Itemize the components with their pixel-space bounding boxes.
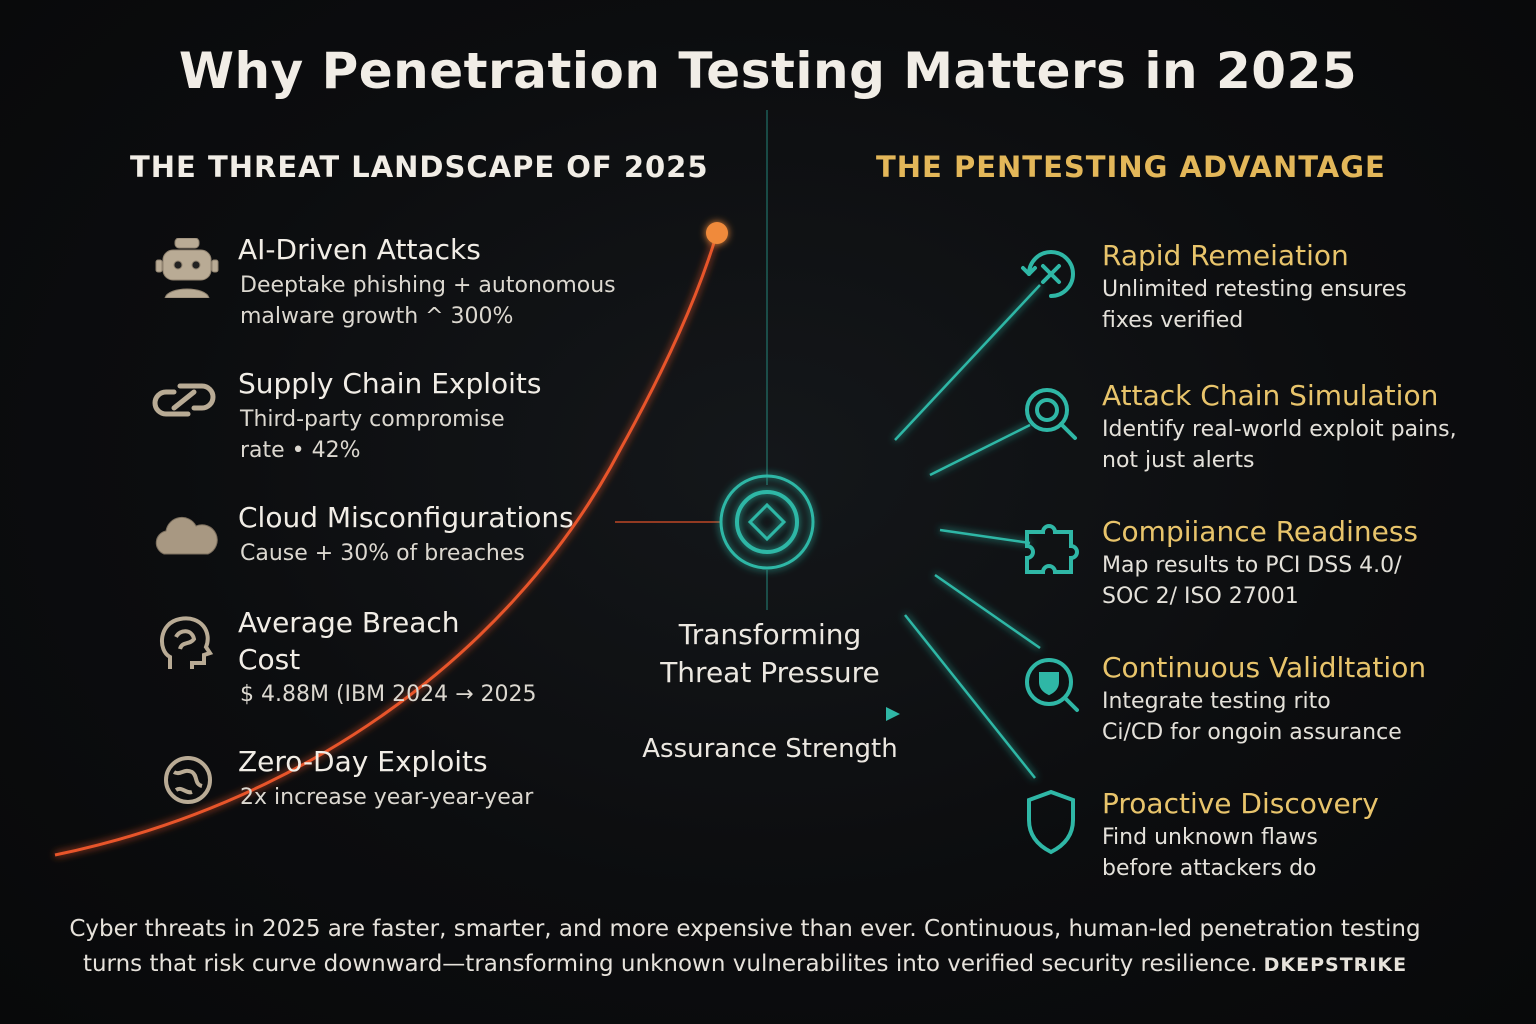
cycle-x-icon (1021, 250, 1075, 298)
advantage-desc-line: Unlimited retesting ensures (1102, 277, 1407, 302)
center-label-line1: Transforming (678, 618, 862, 651)
threat-title: Supply Chain Exploits (238, 367, 542, 400)
threat-item-supply-chain: Supply Chain Exploits Third-party compro… (150, 366, 670, 476)
center-label: Transforming Threat Pressure (620, 616, 920, 692)
curve-endpoint (706, 222, 728, 244)
advantage-item-continuous: Continuous Validltation Integrate testin… (1015, 650, 1515, 750)
advantage-title: Proactive Discovery (1102, 787, 1379, 820)
advantage-item-attack-chain: Attack Chain Simulation Identify real-wo… (1015, 378, 1515, 478)
head-icon (160, 616, 214, 669)
threat-item-zero-day: Zero-Day Exploits 2x increase year-year-… (150, 744, 670, 824)
threat-item-cloud: Cloud Misconfigurations Cause + 30% of b… (150, 500, 670, 580)
assurance-label: Assurance Strength (642, 734, 898, 764)
advantage-title: Attack Chain Simulation (1102, 379, 1439, 412)
robot-icon (155, 238, 219, 298)
threat-desc-line: 2x increase year-year-year (240, 785, 534, 810)
teal-fan-lines (894, 284, 1041, 779)
threat-curve (54, 232, 719, 857)
advantage-item-discovery: Proactive Discovery Find unknown flaws b… (1015, 786, 1515, 886)
threat-title: Average Breach (238, 606, 460, 639)
target-emblem (719, 474, 815, 570)
advantage-item-remediation: Rapid Remeiation Unlimited retesting ens… (1015, 238, 1515, 338)
assurance-arrowhead (886, 707, 900, 721)
advantage-desc-line: Map results to PCI DSS 4.0/ (1102, 553, 1402, 578)
shield-magnifier-icon (1025, 658, 1079, 712)
advantage-desc-line: fixes verified (1102, 308, 1244, 333)
footer-text: Cyber threats in 2025 are faster, smarte… (40, 912, 1450, 983)
advantage-title: Continuous Validltation (1102, 651, 1427, 684)
advantage-title: Compiiance Readiness (1102, 515, 1418, 548)
advantage-desc-line: SOC 2/ ISO 27001 (1102, 584, 1299, 609)
advantage-desc-line: Integrate testing rito (1102, 689, 1331, 714)
threat-title: AI-Driven Attacks (238, 233, 481, 266)
chain-link-icon (152, 383, 216, 417)
shield-icon (1027, 789, 1075, 855)
advantage-desc-line: not just alerts (1102, 448, 1255, 473)
center-label-line2: Threat Pressure (660, 656, 880, 689)
threat-desc-line: Deeptake phishing + autonomous (240, 273, 616, 298)
cloud-icon (155, 516, 218, 555)
threat-desc-line: rate • 42% (240, 438, 361, 463)
brand-name: DKEPSTRIKE (1263, 954, 1408, 976)
footer-line1: Cyber threats in 2025 are faster, smarte… (69, 916, 1421, 942)
threat-title-line2: Cost (238, 643, 301, 676)
threat-section-heading: THE THREAT LANDSCAPE OF 2025 (130, 150, 709, 184)
advantage-desc-line: before attackers do (1102, 856, 1317, 881)
threat-item-breach-cost: Average Breach Cost $ 4.88M (IBM 2024 → … (150, 605, 670, 715)
threat-desc-line: $ 4.88M (IBM 2024 → 2025 (240, 682, 537, 707)
threat-item-ai-attacks: AI-Driven Attacks Deeptake phishing + au… (150, 232, 670, 342)
footer-line2: turns that risk curve downward—transform… (40, 947, 1450, 983)
advantage-item-compliance: Compiiance Readiness Map results to PCI … (1015, 514, 1515, 614)
advantage-desc-line: Identify real-world exploit pains, (1102, 417, 1457, 442)
footer-line2-text: turns that risk curve downward—transform… (82, 951, 1258, 977)
globe-bug-icon (164, 756, 212, 804)
threat-desc-line: malware growth ^ 300% (240, 304, 514, 329)
puzzle-icon (1025, 524, 1079, 574)
threat-desc-line: Third-party compromise (240, 407, 505, 432)
advantage-desc-line: Ci/CD for ongoin assurance (1102, 720, 1402, 745)
page-title: Why Penetration Testing Matters in 2025 (178, 42, 1358, 100)
advantage-section-heading: THE PENTESTING ADVANTAGE (876, 150, 1386, 184)
magnifier-icon (1025, 388, 1077, 440)
threat-title: Zero-Day Exploits (238, 745, 488, 778)
advantage-desc-line: Find unknown flaws (1102, 825, 1318, 850)
threat-desc-line: Cause + 30% of breaches (240, 541, 525, 566)
advantage-title: Rapid Remeiation (1102, 239, 1349, 272)
threat-title: Cloud Misconfigurations (238, 501, 574, 534)
